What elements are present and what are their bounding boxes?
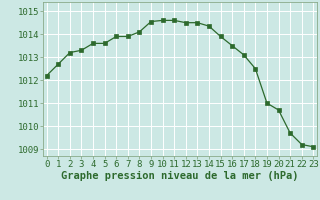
X-axis label: Graphe pression niveau de la mer (hPa): Graphe pression niveau de la mer (hPa) (61, 171, 299, 181)
